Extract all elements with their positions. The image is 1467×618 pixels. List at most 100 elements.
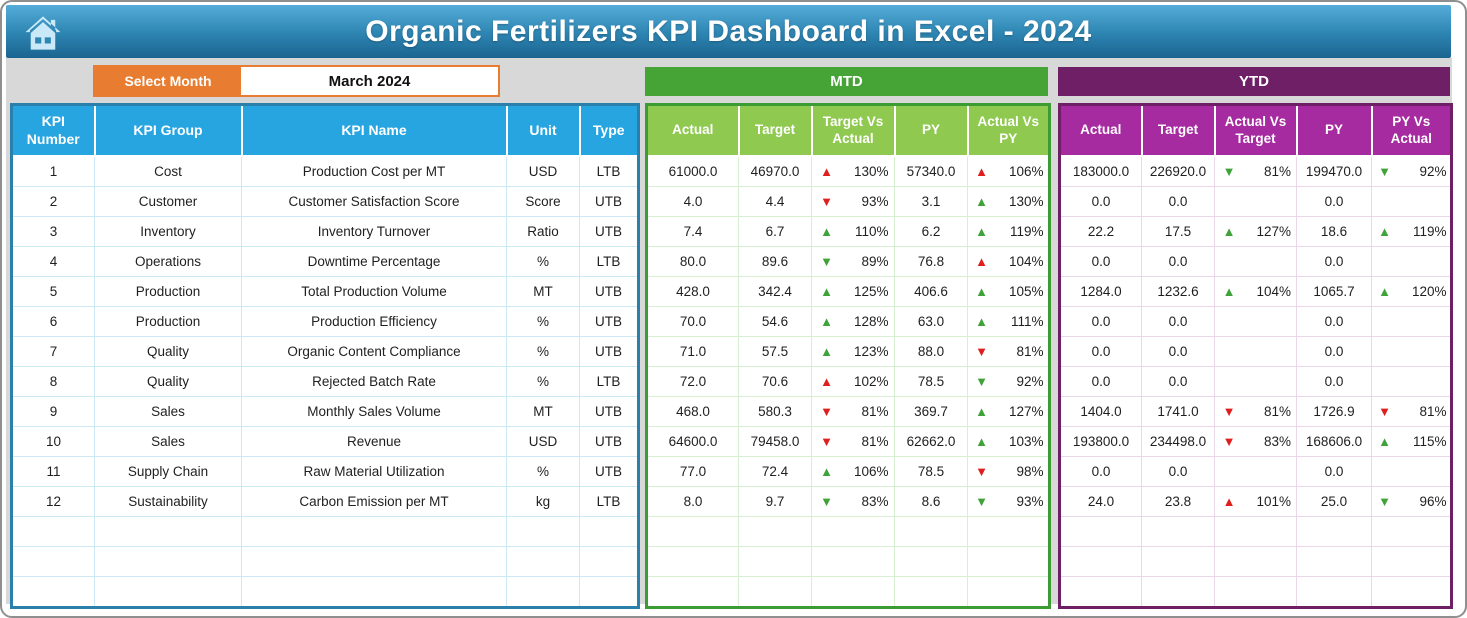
trend-percent: 96% (1419, 494, 1447, 509)
page-title: Organic Fertilizers KPI Dashboard in Exc… (365, 15, 1092, 48)
ytd-py-vs-actual-cell: ▲ 120% (1371, 276, 1452, 307)
month-dropdown[interactable]: March 2024 (241, 67, 498, 95)
trend-up-icon: ▲ (1378, 434, 1391, 449)
ytd-py-vs-actual-cell (1371, 456, 1452, 487)
ytd-row: 0.0 0.0 0.0 (1059, 306, 1452, 337)
ytd-row: 0.0 0.0 0.0 (1059, 336, 1452, 367)
trend-up-icon: ▲ (820, 224, 833, 239)
trend-percent: 103% (1008, 434, 1044, 449)
empty-cell (11, 546, 95, 577)
empty-cell (894, 546, 968, 577)
column-header: KPI Number (10, 103, 96, 157)
trend-up-icon: ▲ (1222, 224, 1236, 239)
ytd-target-cell: 17.5 (1141, 216, 1215, 247)
kpi-name-cell: Organic Content Compliance (241, 336, 507, 367)
empty-cell (646, 546, 739, 577)
column-header: Actual (1058, 103, 1143, 157)
ytd-row: 183000.0 226920.0 ▼ 81% 199470.0 ▼ 92% (1059, 155, 1452, 187)
trend-up-icon: ▲ (975, 404, 988, 419)
mtd-actual-cell: 72.0 (646, 366, 739, 397)
ytd-py-cell: 0.0 (1296, 186, 1372, 217)
mtd-target-cell: 79458.0 (738, 426, 812, 457)
empty-cell (738, 546, 812, 577)
trend-percent: 81% (1263, 164, 1291, 179)
mtd-target-vs-actual-cell: ▲ 106% (811, 456, 895, 487)
mtd-row: 71.0 57.5 ▲ 123% 88.0 ▼ 81% (646, 336, 1050, 367)
mtd-py-cell: 57340.0 (894, 155, 968, 187)
empty-cell (967, 576, 1050, 608)
ytd-actual-vs-target-cell (1214, 366, 1297, 397)
mtd-target-vs-actual-cell: ▲ 102% (811, 366, 895, 397)
mtd-target-cell: 580.3 (738, 396, 812, 427)
empty-cell (894, 576, 968, 608)
home-button[interactable] (22, 12, 64, 54)
trend-down-icon: ▼ (1222, 404, 1236, 419)
trend-percent: 81% (1263, 404, 1291, 419)
trend-up-icon: ▲ (820, 464, 833, 479)
empty-cell (811, 546, 895, 577)
empty-cell (241, 576, 507, 608)
ytd-py-cell: 1065.7 (1296, 276, 1372, 307)
ytd-actual-cell: 0.0 (1059, 336, 1142, 367)
kpi-group-cell: Quality (94, 366, 242, 397)
kpi-group-cell: Inventory (94, 216, 242, 247)
empty-cell (579, 546, 639, 577)
mtd-row: 64600.0 79458.0 ▼ 81% 62662.0 ▲ 103% (646, 426, 1050, 457)
mtd-actual-vs-py-cell: ▼ 81% (967, 336, 1050, 367)
trend-percent: 128% (853, 314, 889, 329)
mtd-row: 72.0 70.6 ▲ 102% 78.5 ▼ 92% (646, 366, 1050, 397)
ytd-py-vs-actual-cell: ▼ 96% (1371, 486, 1452, 517)
empty-cell (1141, 546, 1215, 577)
unit-cell: % (506, 366, 580, 397)
ytd-actual-cell: 0.0 (1059, 246, 1142, 277)
mtd-target-cell: 89.6 (738, 246, 812, 277)
mtd-target-vs-actual-cell: ▼ 89% (811, 246, 895, 277)
column-header: KPI Group (93, 103, 243, 157)
mtd-actual-vs-py-cell: ▲ 103% (967, 426, 1050, 457)
kpi-number-cell: 5 (11, 276, 95, 307)
trend-down-icon: ▼ (820, 194, 833, 209)
ytd-py-vs-actual-cell: ▼ 81% (1371, 396, 1452, 427)
kpi-info-row: 2 Customer Customer Satisfaction Score Scor… (11, 186, 639, 217)
unit-cell: USD (506, 426, 580, 457)
type-cell: UTB (579, 396, 639, 427)
ytd-row: 0.0 0.0 0.0 (1059, 246, 1452, 277)
trend-down-icon: ▼ (820, 494, 833, 509)
mtd-target-cell: 70.6 (738, 366, 812, 397)
empty-cell (738, 516, 812, 547)
empty-cell (506, 546, 580, 577)
trend-up-icon: ▲ (975, 434, 988, 449)
empty-cell (1141, 516, 1215, 547)
ytd-py-cell: 0.0 (1296, 456, 1372, 487)
ytd-py-cell: 0.0 (1296, 306, 1372, 337)
kpi-name-cell: Production Cost per MT (241, 155, 507, 187)
ytd-actual-vs-target-cell (1214, 336, 1297, 367)
empty-cell (1296, 576, 1372, 608)
type-cell: LTB (579, 366, 639, 397)
mtd-actual-cell: 428.0 (646, 276, 739, 307)
kpi-group-cell: Production (94, 276, 242, 307)
empty-cell (1296, 516, 1372, 547)
mtd-py-cell: 3.1 (894, 186, 968, 217)
mtd-target-cell: 4.4 (738, 186, 812, 217)
mtd-row: 8.0 9.7 ▼ 83% 8.6 ▼ 93% (646, 486, 1050, 517)
empty-cell (1371, 546, 1452, 577)
unit-cell: MT (506, 396, 580, 427)
empty-row (1059, 576, 1452, 608)
trend-up-icon: ▲ (975, 254, 988, 269)
empty-cell (646, 516, 739, 547)
unit-cell: Score (506, 186, 580, 217)
column-header: Target (737, 103, 813, 157)
trend-percent: 93% (1016, 494, 1044, 509)
trend-percent: 119% (1009, 224, 1044, 239)
kpi-info-row: 4 Operations Downtime Percentage% LTB (11, 246, 639, 277)
mtd-target-vs-actual-cell: ▲ 130% (811, 155, 895, 187)
kpi-name-cell: Revenue (241, 426, 507, 457)
ytd-row: 1284.0 1232.6 ▲ 104% 1065.7 ▲ 120% (1059, 276, 1452, 307)
trend-down-icon: ▼ (1378, 164, 1391, 179)
mtd-actual-cell: 7.4 (646, 216, 739, 247)
ytd-row: 22.2 17.5 ▲ 127% 18.6 ▲ 119% (1059, 216, 1452, 247)
ytd-py-vs-actual-cell (1371, 306, 1452, 337)
empty-cell (241, 546, 507, 577)
